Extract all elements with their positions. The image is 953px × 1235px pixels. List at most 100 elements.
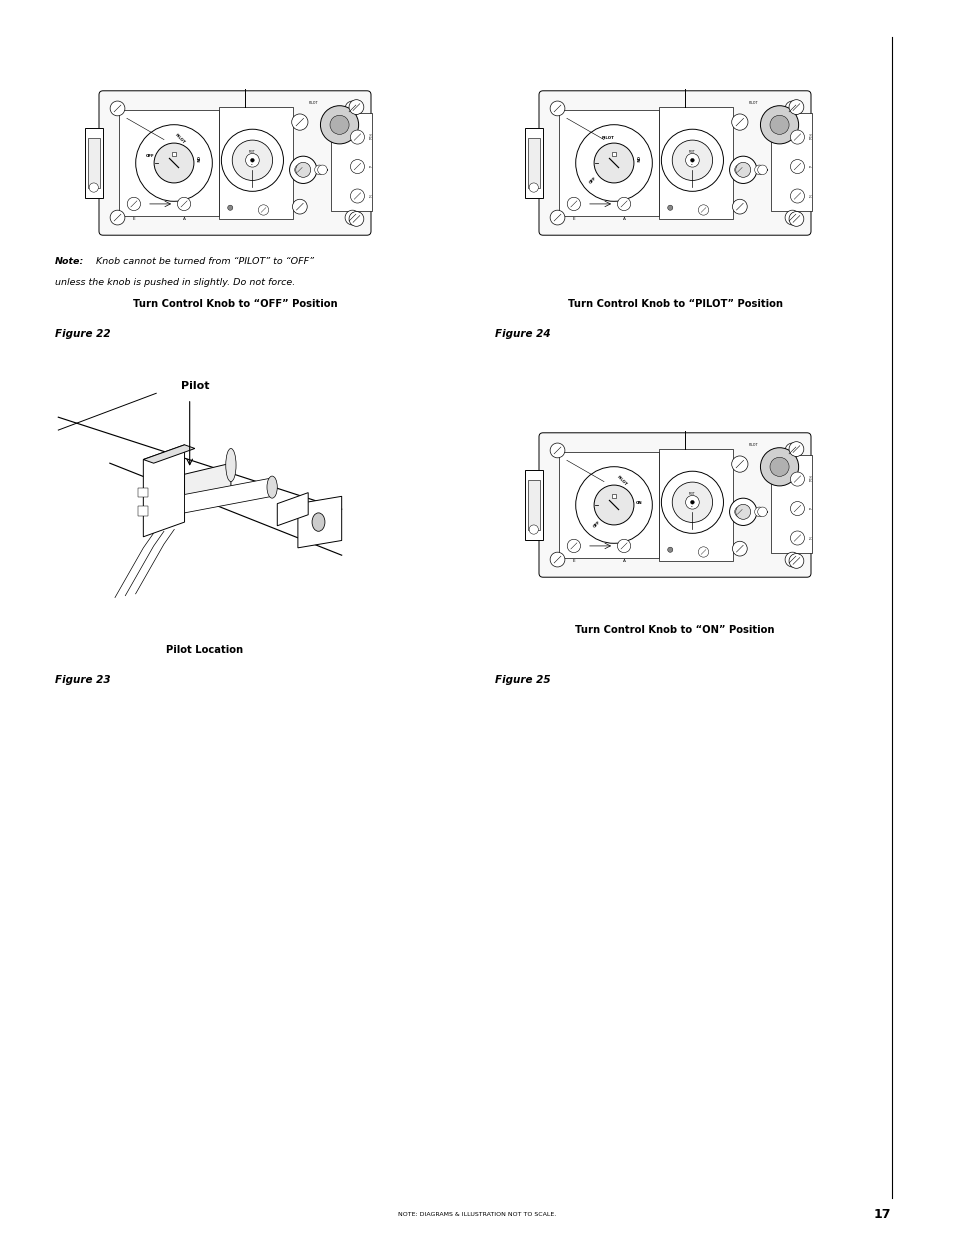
Circle shape [784, 210, 799, 225]
Bar [528, 138, 539, 188]
Text: TP: TP [369, 165, 374, 168]
Text: MOT: MOT [249, 151, 255, 154]
Text: PILOT: PILOT [173, 133, 186, 146]
Polygon shape [143, 445, 194, 463]
Bar [138, 488, 149, 498]
Circle shape [757, 165, 766, 174]
Circle shape [89, 183, 98, 193]
Circle shape [754, 508, 763, 516]
Polygon shape [184, 463, 231, 508]
Circle shape [350, 130, 364, 144]
Bar [611, 494, 616, 498]
Bar [138, 506, 149, 516]
Text: PILOT: PILOT [601, 136, 614, 140]
Circle shape [245, 153, 259, 167]
Bar [85, 127, 103, 199]
Bar [659, 450, 732, 561]
Circle shape [735, 162, 750, 178]
Text: TH: TH [809, 536, 813, 540]
Circle shape [790, 159, 803, 174]
Circle shape [698, 547, 708, 557]
Circle shape [251, 158, 254, 162]
Circle shape [769, 457, 788, 477]
Circle shape [550, 552, 564, 567]
Bar [172, 152, 176, 156]
FancyBboxPatch shape [538, 432, 810, 577]
Polygon shape [143, 445, 184, 537]
Text: TPTH: TPTH [809, 475, 813, 483]
Bar [331, 112, 372, 211]
Circle shape [154, 143, 193, 183]
Circle shape [550, 443, 564, 458]
Text: PILOT: PILOT [615, 475, 627, 487]
Circle shape [177, 198, 191, 211]
Bar [524, 127, 542, 199]
Circle shape [320, 106, 358, 144]
Circle shape [567, 198, 580, 211]
Circle shape [567, 540, 580, 552]
Text: unless the knob is pushed in slightly. Do not force.: unless the knob is pushed in slightly. D… [55, 278, 294, 287]
Circle shape [790, 130, 803, 144]
Circle shape [731, 456, 747, 472]
Bar [770, 112, 811, 211]
Circle shape [788, 442, 803, 457]
Circle shape [345, 210, 359, 225]
Text: Figure 22: Figure 22 [55, 329, 111, 338]
Polygon shape [184, 478, 272, 513]
Circle shape [690, 158, 694, 162]
Circle shape [617, 540, 630, 552]
Bar [219, 107, 293, 219]
Text: MOT: MOT [688, 493, 695, 496]
Circle shape [685, 495, 699, 509]
Text: Turn Control Knob to “OFF” Position: Turn Control Knob to “OFF” Position [132, 299, 337, 309]
Text: OFF: OFF [588, 175, 597, 185]
Circle shape [660, 130, 722, 191]
Circle shape [295, 162, 311, 178]
Circle shape [594, 485, 633, 525]
Bar [528, 480, 539, 530]
Circle shape [685, 153, 699, 167]
Circle shape [135, 125, 213, 201]
Text: TPTH: TPTH [809, 133, 813, 141]
Circle shape [349, 100, 363, 115]
Circle shape [550, 101, 564, 116]
Text: A: A [622, 559, 625, 563]
Bar [770, 454, 811, 553]
Text: Figure 24: Figure 24 [495, 329, 550, 338]
Text: Turn Control Knob to “ON” Position: Turn Control Knob to “ON” Position [575, 625, 774, 635]
Circle shape [290, 156, 316, 184]
Text: A: A [182, 217, 185, 221]
Circle shape [575, 125, 652, 201]
FancyBboxPatch shape [538, 91, 810, 235]
Text: MOT: MOT [688, 151, 695, 154]
Text: ON: ON [635, 501, 641, 505]
Text: Figure 23: Figure 23 [55, 676, 111, 685]
Circle shape [314, 165, 324, 174]
Circle shape [345, 101, 359, 116]
Circle shape [672, 482, 712, 522]
Circle shape [790, 531, 803, 545]
Circle shape [110, 210, 125, 225]
Text: ON: ON [194, 156, 199, 163]
Circle shape [732, 199, 746, 214]
Circle shape [292, 114, 308, 130]
FancyBboxPatch shape [99, 91, 371, 235]
Circle shape [731, 114, 747, 130]
Text: OFF: OFF [592, 520, 600, 529]
Circle shape [617, 198, 630, 211]
Circle shape [127, 198, 140, 211]
Circle shape [788, 553, 803, 568]
Circle shape [110, 101, 125, 116]
Polygon shape [277, 493, 308, 526]
Circle shape [594, 143, 633, 183]
Circle shape [790, 501, 803, 515]
Circle shape [788, 211, 803, 226]
Circle shape [529, 525, 537, 535]
Ellipse shape [226, 448, 235, 482]
Bar [524, 469, 542, 541]
Text: Pilot: Pilot [180, 380, 209, 391]
Text: PILOT: PILOT [747, 443, 757, 447]
Circle shape [350, 189, 364, 203]
Circle shape [550, 210, 564, 225]
Bar [88, 138, 100, 188]
